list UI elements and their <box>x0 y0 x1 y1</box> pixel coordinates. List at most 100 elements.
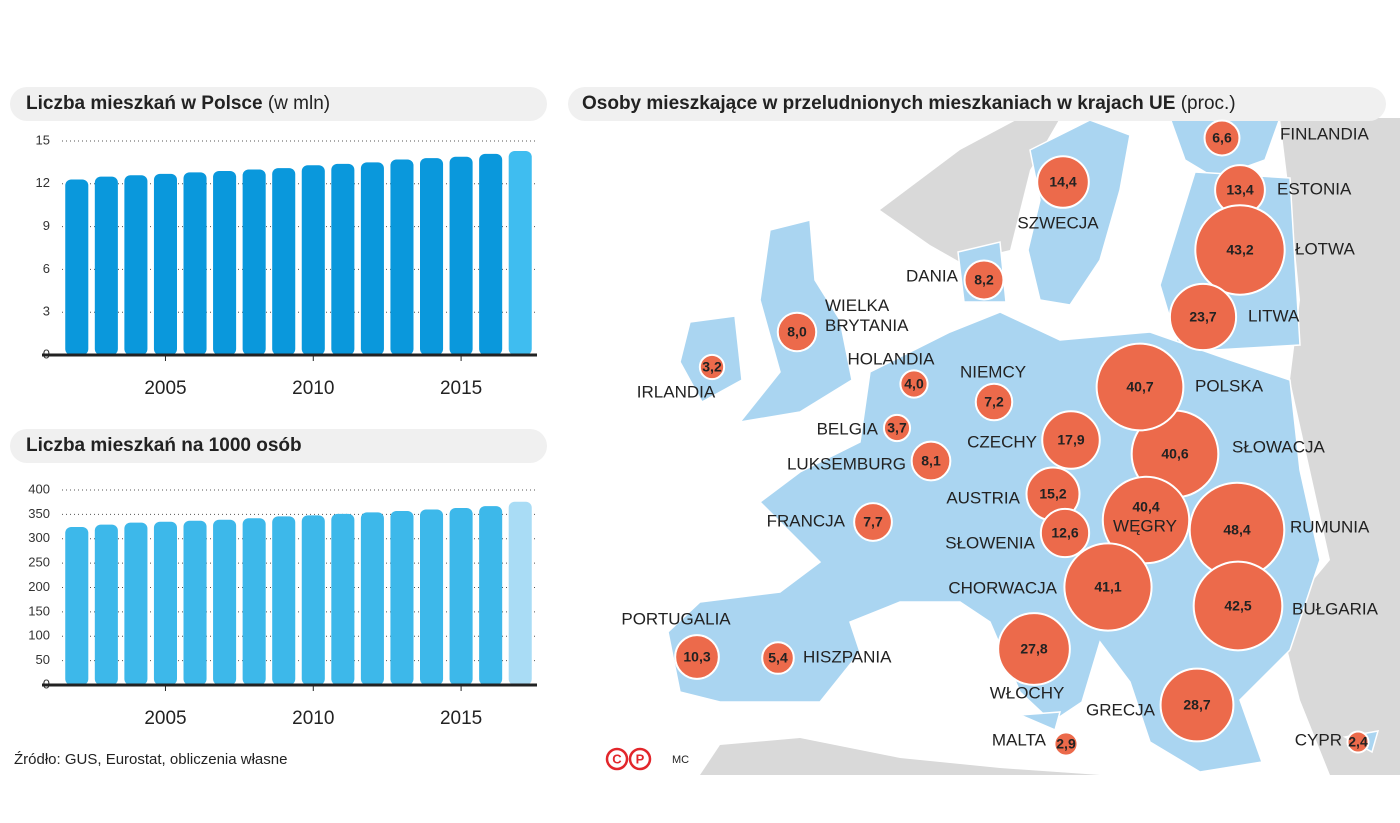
land-non-eu <box>700 738 1100 775</box>
y-tick-label: 200 <box>28 579 50 594</box>
bubble-label: 42,5 <box>1224 598 1251 614</box>
bubble-label: 48,4 <box>1223 522 1250 538</box>
credit: MC <box>672 754 689 766</box>
bubble-label: 28,7 <box>1183 697 1210 713</box>
country-label: WIELKA BRYTANIA <box>825 296 909 335</box>
country-label: BELGIA <box>817 419 879 438</box>
bar <box>272 168 296 355</box>
bar <box>65 179 89 355</box>
bubble <box>761 641 795 675</box>
y-tick-label: 50 <box>36 652 50 667</box>
bubble-label: 5,4 <box>768 650 788 666</box>
bar <box>272 516 296 685</box>
chart-title: Liczba mieszkań w Polsce (w mln) <box>26 93 330 114</box>
bubble <box>1095 342 1185 432</box>
bubble <box>1063 542 1153 632</box>
country-label: CHORWACJA <box>948 578 1057 597</box>
bar <box>449 156 473 355</box>
bar <box>420 158 444 355</box>
bubble <box>910 440 952 482</box>
y-tick-label: 12 <box>36 175 50 190</box>
y-tick-label: 400 <box>28 481 50 496</box>
bubble-label: 27,8 <box>1020 641 1047 657</box>
bar <box>183 520 207 685</box>
bubble-label: 23,7 <box>1189 309 1216 325</box>
x-tick-label: 2005 <box>144 378 186 399</box>
country-label-line: WIELKA <box>825 296 890 315</box>
bar <box>153 521 177 685</box>
bubble-label: 17,9 <box>1057 432 1084 448</box>
bar <box>65 527 89 685</box>
bubble-label: 13,4 <box>1226 182 1253 198</box>
country-label: LUKSEMBURG <box>787 454 906 473</box>
x-tick-label: 2015 <box>440 708 482 729</box>
bubble-label: 43,2 <box>1226 242 1253 258</box>
unit: (proc.) <box>1181 93 1236 114</box>
bubble-label: 6,6 <box>1212 130 1232 146</box>
unit: (w mln) <box>268 93 330 114</box>
source: Źródło: GUS, Eurostat, obliczenia własne <box>14 751 287 768</box>
bubble-label: 3,7 <box>887 420 907 436</box>
bubble-label: 40,4 <box>1132 499 1159 515</box>
country-label: CYPR <box>1295 730 1342 749</box>
bubble-label: 15,2 <box>1039 486 1066 502</box>
country-label: PORTUGALIA <box>621 609 731 628</box>
x-tick-label: 2005 <box>144 708 186 729</box>
country-label: MALTA <box>992 730 1047 749</box>
y-tick-label: 6 <box>43 261 50 276</box>
bar <box>301 515 325 685</box>
country-label: RUMUNIA <box>1290 517 1370 536</box>
y-tick-label: 350 <box>28 506 50 521</box>
bar <box>153 173 177 355</box>
title: Osoby mieszkające w przeludnionych miesz… <box>582 93 1175 114</box>
bubble-label: 14,4 <box>1049 174 1076 190</box>
y-tick-label: 15 <box>36 132 50 147</box>
country-label: AUSTRIA <box>946 488 1020 507</box>
title: Liczba mieszkań w Polsce <box>26 93 263 114</box>
country-label: SZWECJA <box>1017 213 1099 232</box>
bubble-label: 41,1 <box>1094 579 1121 595</box>
country-label: SŁOWACJA <box>1232 437 1326 456</box>
title-pill <box>10 87 547 121</box>
bubble <box>1203 119 1241 157</box>
bubble <box>1053 731 1079 757</box>
y-tick-label: 300 <box>28 530 50 545</box>
bubble-label: 10,3 <box>683 649 710 665</box>
country-label: WĘGRY <box>1113 516 1177 535</box>
land-non-eu <box>880 118 1060 262</box>
bubble-label: 3,2 <box>702 359 722 375</box>
title-pill <box>10 429 547 463</box>
country-label: NIEMCY <box>960 362 1026 381</box>
bar <box>390 159 414 355</box>
country-label: WŁOCHY <box>990 683 1065 702</box>
bar <box>124 522 148 685</box>
bar <box>242 169 266 355</box>
bar <box>360 162 384 355</box>
country-label: SŁOWENIA <box>945 533 1035 552</box>
bubble <box>882 413 912 443</box>
bar <box>390 510 414 685</box>
bar <box>479 153 503 355</box>
bubble-label: 4,0 <box>904 376 924 392</box>
country-label: POLSKA <box>1195 376 1264 395</box>
bar <box>213 170 237 355</box>
bar <box>213 519 237 685</box>
country-label: ESTONIA <box>1277 179 1352 198</box>
country-label: GRECJA <box>1086 700 1156 719</box>
bubble <box>674 634 720 680</box>
bubble <box>1168 282 1238 352</box>
y-tick-label: 100 <box>28 628 50 643</box>
country-label-line: BRYTANIA <box>825 316 909 335</box>
bubble-label: 12,6 <box>1051 525 1078 541</box>
y-tick-label: 150 <box>28 603 50 618</box>
country-label: IRLANDIA <box>637 382 716 401</box>
logo-letter: C <box>612 751 622 766</box>
bar <box>94 524 118 685</box>
bar <box>331 513 355 685</box>
country-label: FINLANDIA <box>1280 124 1369 143</box>
land-non-eu <box>1280 118 1400 775</box>
bubble <box>853 502 893 542</box>
bubble-label: 8,0 <box>787 324 807 340</box>
bar <box>479 506 503 685</box>
